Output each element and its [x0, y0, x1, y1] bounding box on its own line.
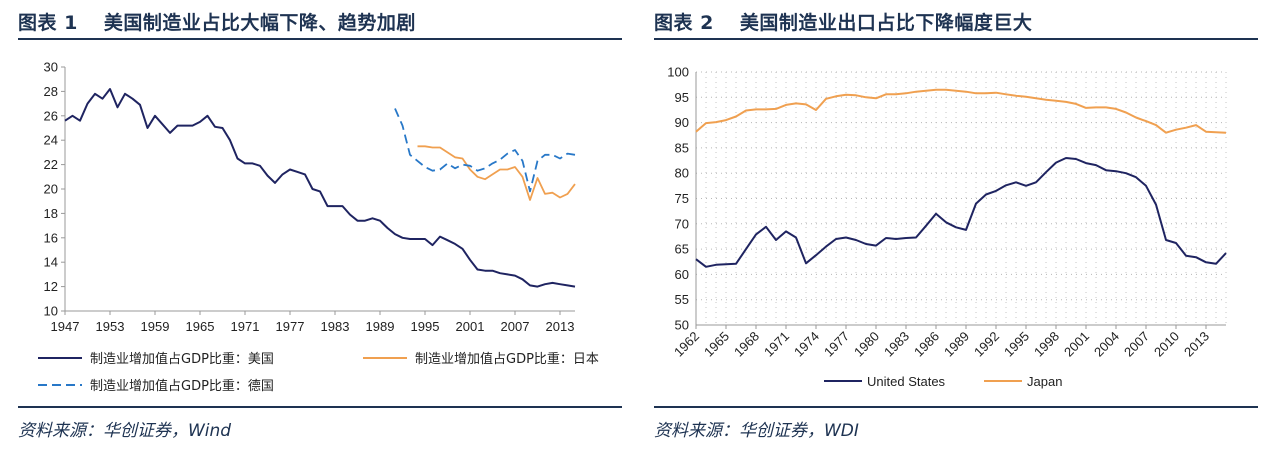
y-tick-label: 22	[44, 157, 58, 172]
figure-2: 图表 2 美国制造业出口占比下降幅度巨大 50 55 60 65 70 75 80 85 90 95…	[654, 0, 1258, 455]
figure-2-title-text: 美国制造业出口占比下降幅度巨大	[739, 12, 1033, 34]
x-tick-label: 2007	[1121, 329, 1152, 360]
figure-1-source: 资料来源：华创证券，Wind	[18, 421, 232, 441]
y-tick-label: 90	[675, 115, 689, 130]
x-tick-label: 1971	[231, 319, 260, 334]
series-line-japan	[695, 88, 1227, 134]
y-tick-label: 14	[44, 255, 58, 270]
series-line-us	[64, 88, 576, 288]
series-line-united-states	[695, 157, 1227, 268]
figure-1-title-text: 美国制造业占比大幅下降、趋势加剧	[103, 12, 416, 34]
series-line-germany	[394, 108, 576, 193]
x-tick-label: 1983	[321, 319, 350, 334]
x-tick-label: 1971	[761, 329, 792, 360]
figure-1: 图表 1 美国制造业占比大幅下降、趋势加剧 10 12 14 16 18 20 22 24 26 2…	[18, 0, 622, 455]
y-tick-label: 80	[675, 166, 689, 181]
y-tick-label: 55	[675, 292, 689, 307]
x-tick-label: 1965	[186, 319, 215, 334]
x-tick-label: 2010	[1151, 329, 1182, 360]
y-tick-label: 26	[44, 108, 58, 123]
x-tick-label: 1962	[671, 329, 702, 360]
y-tick-label: 85	[675, 140, 689, 155]
y-tick-label: 20	[44, 182, 58, 197]
y-tick-label: 28	[44, 84, 58, 99]
legend-label: 制造业增加值占GDP比重：德国	[90, 378, 274, 394]
legend-label: 制造业增加值占GDP比重：美国	[90, 351, 274, 367]
figure-2-bottom-rule	[654, 406, 1258, 408]
x-tick-label: 1977	[276, 319, 305, 334]
x-tick-label: 1989	[941, 329, 972, 360]
figure-1-top-rule	[18, 38, 622, 40]
chart-1: 10 12 14 16 18 20 22 24 26 28 30 1947 1953 1959 1965 19…	[38, 60, 599, 394]
x-tick-label: 1989	[366, 319, 395, 334]
y-tick-label: 12	[44, 279, 58, 294]
y-tick-label: 30	[44, 60, 58, 75]
x-tick-label: 1998	[1031, 329, 1062, 360]
x-tick-label: 1947	[51, 319, 80, 334]
x-tick-label: 2004	[1091, 329, 1122, 360]
x-tick-label: 1965	[701, 329, 732, 360]
x-tick-label: 2013	[546, 319, 575, 334]
chart-2: 5055606570758085909510019621965196819711…	[667, 65, 1227, 389]
figure-1-title: 图表 1 美国制造业占比大幅下降、趋势加剧	[18, 8, 416, 35]
y-tick-label: 95	[675, 90, 689, 105]
figure-1-number: 图表 1	[18, 12, 78, 34]
x-tick-label: 1974	[791, 329, 822, 360]
x-tick-label: 1983	[881, 329, 912, 360]
legend-label: United States	[867, 374, 946, 389]
legend-label: Japan	[1027, 374, 1062, 389]
figure-2-source: 资料来源：华创证券，WDI	[654, 421, 859, 441]
x-tick-label: 1995	[1001, 329, 1032, 360]
figure-2-number: 图表 2	[654, 12, 714, 34]
x-tick-label: 1953	[96, 319, 125, 334]
y-tick-label: 100	[667, 65, 689, 80]
y-tick-label: 60	[675, 267, 689, 282]
y-tick-label: 18	[44, 206, 58, 221]
x-tick-label: 2001	[456, 319, 485, 334]
legend-label: 制造业增加值占GDP比重：日本	[415, 351, 599, 367]
figure-2-top-rule	[654, 38, 1258, 40]
y-tick-label: 70	[675, 216, 689, 231]
y-tick-label: 24	[44, 133, 58, 148]
x-tick-label: 1992	[971, 329, 1002, 360]
y-tick-label: 75	[675, 191, 689, 206]
x-tick-label: 1968	[731, 329, 762, 360]
y-tick-label: 65	[675, 242, 689, 257]
y-tick-label: 10	[44, 304, 58, 319]
x-tick-label: 1995	[411, 319, 440, 334]
x-tick-label: 1959	[141, 319, 170, 334]
x-tick-label: 1977	[821, 329, 852, 360]
series-line-japan	[417, 145, 576, 201]
figure-1-bottom-rule	[18, 406, 622, 408]
figure-2-title: 图表 2 美国制造业出口占比下降幅度巨大	[654, 8, 1032, 35]
x-tick-label: 2013	[1181, 329, 1212, 360]
x-tick-label: 2007	[501, 319, 530, 334]
y-tick-label: 50	[675, 318, 689, 333]
x-tick-label: 2001	[1061, 329, 1092, 360]
y-tick-label: 16	[44, 230, 58, 245]
x-tick-label: 1980	[851, 329, 882, 360]
x-tick-label: 1986	[911, 329, 942, 360]
